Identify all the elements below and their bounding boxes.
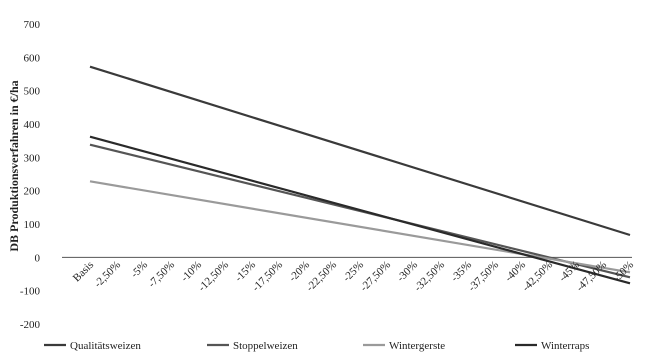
series-line [89, 180, 631, 274]
x-tick-label: -12,50% [196, 259, 231, 294]
x-tick-label: -37,50% [466, 259, 501, 294]
x-tick-label: -2,50% [92, 259, 123, 290]
y-tick-label: 700 [24, 19, 41, 31]
y-tick-label: 400 [24, 119, 41, 131]
x-tick-label: -7,50% [146, 259, 177, 290]
y-tick-label: -200 [20, 319, 41, 331]
y-tick-label: 500 [24, 86, 41, 98]
legend-label: Wintergerste [389, 340, 445, 352]
y-tick-label: 600 [24, 52, 41, 64]
legend-label: Stoppelweizen [233, 340, 298, 352]
y-tick-label: 0 [35, 252, 41, 264]
x-tick-label: -32,50% [412, 259, 447, 294]
x-tick-label: -27,50% [358, 259, 393, 294]
series-line [89, 65, 631, 237]
series-line [89, 135, 631, 285]
y-tick-label: -100 [20, 286, 41, 298]
y-tick-label: 300 [24, 152, 41, 164]
legend-label: Winterraps [541, 340, 589, 352]
x-tick-label: -5% [129, 259, 150, 280]
x-tick-label: -42,50% [520, 259, 555, 294]
x-tick-label: -22,50% [304, 259, 339, 294]
y-tick-label: 200 [24, 186, 41, 198]
x-tick-label: -17,50% [250, 259, 285, 294]
legend-label: Qualitätsweizen [70, 340, 141, 352]
y-axis-label: DB Produktionsverfahren in €/ha [7, 80, 21, 251]
y-tick-label: 100 [24, 219, 41, 231]
